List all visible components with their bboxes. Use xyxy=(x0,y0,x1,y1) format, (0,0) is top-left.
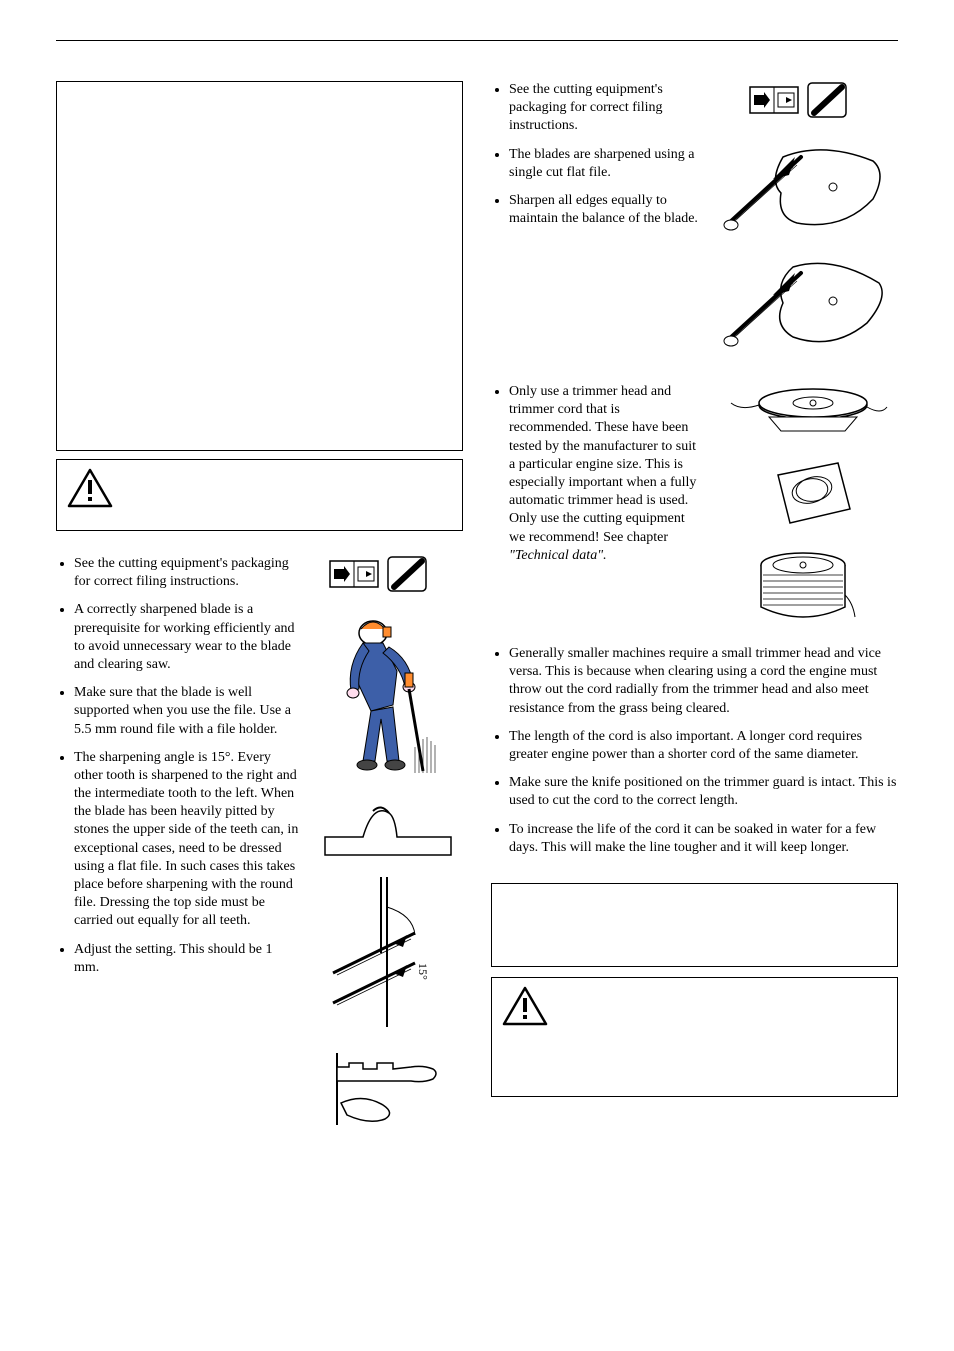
worker-illustration xyxy=(323,611,453,781)
left-content-row: See the cutting equipment's packaging fo… xyxy=(56,555,463,1129)
package-icon xyxy=(748,81,868,121)
angle-label: 15° xyxy=(416,963,430,980)
list-item: Sharpen all edges equally to maintain th… xyxy=(509,192,704,228)
right-mid-bullets: Only use a trimmer head and trimmer cord… xyxy=(491,383,704,565)
list-item: The blades are sharpened using a single … xyxy=(509,146,704,182)
warning-panel-left xyxy=(56,459,463,531)
left-bullet-list: See the cutting equipment's packaging fo… xyxy=(56,555,299,1129)
list-item: See the cutting equipment's packaging fo… xyxy=(509,81,704,136)
columns: See the cutting equipment's packaging fo… xyxy=(56,81,898,1129)
list-item: Make sure that the blade is well support… xyxy=(74,684,299,739)
list-item: Only use a trimmer head and trimmer cord… xyxy=(509,383,704,565)
right-lower-bullets: Generally smaller machines require a sma… xyxy=(491,645,898,857)
page: See the cutting equipment's packaging fo… xyxy=(0,0,954,1169)
right-mid-figures xyxy=(718,383,898,635)
left-figures: 15° xyxy=(313,555,463,1129)
right-mid-row: Only use a trimmer head and trimmer cord… xyxy=(491,383,898,635)
list-item: Generally smaller machines require a sma… xyxy=(509,645,898,718)
trimmer-head-icon xyxy=(723,383,893,443)
blank-panel xyxy=(56,81,463,451)
cord-packet-icon xyxy=(758,459,858,529)
warning-panel-right-1 xyxy=(491,883,898,967)
emphasis: "Technical data". xyxy=(509,548,607,563)
left-column: See the cutting equipment's packaging fo… xyxy=(56,81,463,1129)
package-icon xyxy=(328,555,448,595)
grass-blade-icon xyxy=(723,253,893,353)
sharpen-angle-icon: 15° xyxy=(323,873,453,1033)
list-item: The length of the cord is also important… xyxy=(509,728,898,764)
right-top-bullets: See the cutting equipment's packaging fo… xyxy=(491,81,704,228)
list-item: A correctly sharpened blade is a prerequ… xyxy=(74,601,299,674)
list-item: Adjust the setting. This should be 1 mm. xyxy=(74,941,299,977)
warning-icon xyxy=(67,468,113,508)
right-top-figures xyxy=(718,81,898,353)
text: Only use a trimmer head and trimmer cord… xyxy=(509,384,696,545)
tooth-setting-icon xyxy=(323,1049,453,1129)
warning-icon xyxy=(502,986,548,1026)
list-item: See the cutting equipment's packaging fo… xyxy=(74,555,299,591)
right-top-row: See the cutting equipment's packaging fo… xyxy=(491,81,898,353)
list-item: To increase the life of the cord it can … xyxy=(509,821,898,857)
right-column: See the cutting equipment's packaging fo… xyxy=(491,81,898,1129)
cord-spool-icon xyxy=(753,545,863,635)
top-rule xyxy=(56,40,898,41)
blade-profile-icon xyxy=(323,797,453,857)
list-item: The sharpening angle is 15°. Every other… xyxy=(74,749,299,931)
grass-blade-icon xyxy=(723,137,893,237)
list-item: Make sure the knife positioned on the tr… xyxy=(509,774,898,810)
warning-panel-right-2 xyxy=(491,977,898,1097)
